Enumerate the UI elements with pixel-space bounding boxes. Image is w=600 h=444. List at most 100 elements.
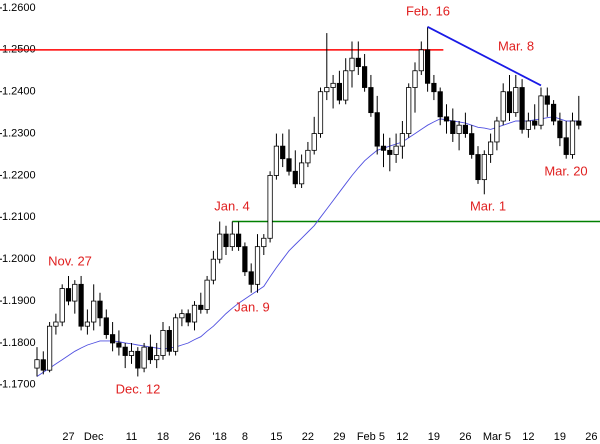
candle-body (204, 279, 210, 310)
candle-body (141, 346, 147, 369)
candle-body (292, 170, 298, 185)
candle-body (198, 304, 204, 310)
candle-body (116, 342, 122, 348)
candle-body (563, 137, 569, 155)
annotation: Jan. 9 (234, 299, 269, 314)
candle-body (481, 154, 487, 181)
candle-body (59, 288, 65, 323)
candle-body (412, 70, 418, 88)
candle-body (343, 70, 349, 101)
candle-body (280, 145, 286, 160)
x-tick-label: 12 (522, 431, 534, 443)
candle-body (361, 66, 368, 88)
candle-body (160, 329, 166, 356)
candle-body (286, 158, 292, 172)
annotation: Mar. 1 (470, 198, 506, 213)
candle-body (506, 91, 513, 114)
y-tick-label: 1.2600 (2, 2, 36, 14)
y-tick-label: 1.2000 (2, 253, 36, 265)
candle-body (210, 258, 216, 281)
x-tick-label: 11 (126, 431, 137, 443)
y-tick-label: 1.2200 (2, 169, 36, 181)
x-tick-label: 26 (459, 431, 471, 443)
candle-body (172, 317, 179, 352)
candle-body (128, 350, 135, 356)
moving-average (36, 116, 579, 377)
x-tick-label: 22 (302, 431, 314, 443)
candle-body (387, 149, 393, 155)
x-tick-label: 26 (585, 431, 597, 443)
candle-body (47, 325, 53, 371)
candle-body (538, 95, 544, 126)
y-tick-label: 1.2400 (2, 86, 36, 98)
y-tick-label: 1.1900 (2, 295, 36, 307)
candle-body (355, 57, 361, 67)
x-tick-label: 27 (62, 431, 74, 443)
candle-body (122, 346, 128, 356)
candle-body (399, 133, 406, 147)
candle-body (576, 120, 582, 126)
x-tick-label: 19 (428, 431, 440, 443)
candle-body (154, 355, 160, 361)
candle-body (368, 87, 374, 114)
candle-body (185, 313, 191, 323)
candle-body (406, 87, 412, 134)
x-tick-label: 29 (333, 431, 345, 443)
annotation: Nov. 27 (48, 253, 92, 268)
candle-body (40, 359, 46, 371)
x-tick-label: Feb 5 (357, 431, 385, 443)
annotation: Feb. 16 (406, 3, 450, 18)
candle-body (229, 233, 235, 248)
candle-body (551, 103, 557, 122)
candle-body (72, 283, 78, 302)
candle-body (242, 246, 248, 273)
candle-body (494, 120, 500, 143)
candle-body (544, 95, 550, 105)
x-tick-label: Dec (84, 431, 104, 443)
y-tick-label: 1.2100 (2, 211, 36, 223)
candle-body (305, 149, 311, 164)
candle-body (443, 116, 450, 122)
candle-body (317, 91, 324, 134)
candle-body (235, 233, 242, 248)
candle-body (393, 145, 399, 155)
candle-body (437, 91, 443, 118)
annotation: Mar. 20 (544, 163, 587, 178)
y-tick-label: 1.1800 (2, 337, 36, 349)
y-tick-label: 1.2300 (2, 127, 36, 139)
candle-body (557, 120, 563, 139)
candle-body (298, 162, 305, 185)
candle-body (84, 321, 90, 327)
annotation: Jan. 4 (214, 198, 249, 213)
candle-body (324, 87, 330, 93)
candle-body (179, 313, 185, 319)
candle-body (450, 120, 456, 134)
candle-body (349, 57, 355, 72)
candle-body (110, 334, 116, 344)
candle-body (532, 120, 538, 126)
x-tick-label: 18 (157, 431, 169, 443)
candle-body (248, 271, 254, 285)
candle-body (254, 246, 261, 285)
candle-body (53, 321, 59, 327)
candle-body (380, 145, 387, 151)
candle-body (462, 124, 469, 134)
x-tick-label: 19 (554, 431, 566, 443)
candle-body (261, 237, 267, 248)
candle-body (65, 288, 72, 302)
candle-body (513, 87, 519, 114)
candle-body (135, 350, 141, 369)
candle-body (267, 175, 273, 239)
candle-body (223, 233, 229, 248)
candle-body (374, 112, 380, 147)
candle-body (147, 346, 153, 361)
candle-body (475, 154, 481, 181)
x-tick-label: 12 (396, 431, 408, 443)
candle-body (217, 233, 223, 260)
candle-body (191, 304, 198, 323)
y-tick-label: 1.1700 (2, 379, 36, 391)
candle-body (273, 145, 280, 176)
x-tick-label: 26 (188, 431, 200, 443)
candle-body (469, 133, 475, 155)
